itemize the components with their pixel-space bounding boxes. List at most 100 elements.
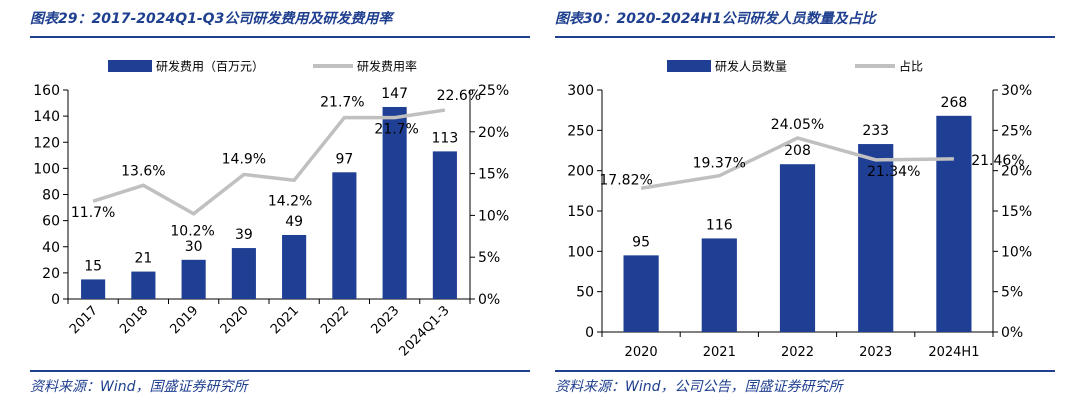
- bar-2023: [858, 144, 894, 332]
- line-value-label: 21.34%: [867, 164, 920, 180]
- x-category-label: 2020: [218, 303, 252, 337]
- right-top-rule: [555, 36, 1055, 38]
- line-value-label: 21.7%: [320, 95, 364, 111]
- line-value-label: 19.37%: [693, 156, 746, 172]
- bar-value-label: 233: [862, 123, 889, 139]
- line-value-label: 22.6%: [437, 88, 481, 104]
- line-value-label: 10.2%: [170, 224, 214, 240]
- y-tick-label-left: 20: [42, 266, 60, 282]
- line-value-label: 21.46%: [971, 153, 1024, 169]
- x-category-label: 2024Q1-3: [396, 303, 452, 359]
- y-tick-label-right: 0%: [1001, 325, 1023, 341]
- bar-2021: [282, 234, 307, 299]
- y-tick-label-left: 140: [33, 109, 60, 125]
- bar-2024H1: [936, 115, 972, 333]
- left-source-note: 资料来源：Wind，国盛证券研究所: [30, 379, 248, 395]
- bar-value-label: 268: [941, 95, 968, 111]
- bar-value-label: 15: [84, 258, 102, 274]
- line-value-label: 11.7%: [71, 205, 115, 221]
- y-tick-label-right: 20%: [1001, 164, 1032, 180]
- y-tick-label-right: 30%: [1001, 83, 1032, 99]
- bar-value-label: 21: [134, 251, 152, 267]
- x-category-label: 2017: [67, 303, 101, 337]
- y-tick-label-left: 0: [585, 325, 594, 341]
- y-tick-label-left: 80: [42, 188, 60, 204]
- y-tick-label-right: 20%: [478, 125, 509, 141]
- right-bottom-rule: [555, 370, 1055, 372]
- line-value-label: 17.82%: [599, 172, 652, 188]
- bar-value-label: 208: [784, 143, 811, 159]
- bar-2019: [181, 259, 206, 299]
- y-tick-label-left: 160: [33, 83, 60, 99]
- bar-2024Q1-3: [432, 151, 457, 299]
- legend-bar-label: 研发人员数量: [715, 59, 787, 74]
- line-value-label: 13.6%: [121, 163, 165, 179]
- y-tick-label-left: 300: [567, 83, 594, 99]
- bar-value-label: 97: [335, 151, 353, 167]
- x-category-label: 2024H1: [928, 345, 979, 360]
- x-category-label: 2020: [625, 345, 658, 360]
- y-tick-label-right: 10%: [478, 208, 509, 224]
- y-tick-label-right: 25%: [478, 83, 509, 99]
- left-chart-panel: 图表29：2017-2024Q1-Q3公司研发费用及研发费用率 研发费用（百万元…: [30, 0, 530, 406]
- y-tick-label-right: 5%: [478, 250, 500, 266]
- y-tick-label-right: 15%: [1001, 204, 1032, 220]
- y-tick-label-left: 200: [567, 164, 594, 180]
- left-bottom-rule: [30, 370, 530, 372]
- y-tick-label-left: 0: [51, 292, 60, 308]
- y-tick-label-right: 10%: [1001, 244, 1032, 260]
- y-tick-label-right: 5%: [1001, 285, 1023, 301]
- legend-bar-swatch: [667, 60, 711, 72]
- left-top-rule: [30, 36, 530, 38]
- bar-2023: [382, 106, 407, 299]
- y-tick-label-left: 150: [567, 204, 594, 220]
- bar-value-label: 30: [185, 239, 203, 255]
- ratio-line: [92, 108, 446, 216]
- y-tick-label-left: 40: [42, 240, 60, 256]
- bar-value-label: 95: [632, 234, 650, 250]
- x-category-label: 2021: [703, 345, 736, 360]
- bar-value-label: 49: [285, 214, 303, 230]
- y-tick-label-left: 100: [33, 161, 60, 177]
- ratio-line: [640, 136, 954, 190]
- x-category-label: 2023: [859, 345, 892, 360]
- bar-2022: [332, 172, 357, 299]
- bar-value-label: 147: [381, 86, 408, 102]
- x-category-label: 2021: [268, 303, 302, 337]
- bar-2017: [81, 279, 106, 299]
- line-value-label: 14.2%: [268, 193, 312, 209]
- x-category-label: 2023: [368, 303, 402, 337]
- y-tick-label-left: 60: [42, 214, 60, 230]
- right-source-note: 资料来源：Wind，公司公告，国盛证券研究所: [555, 379, 843, 395]
- y-tick-label-left: 250: [567, 123, 594, 139]
- x-category-label: 2018: [117, 303, 151, 337]
- right-chart-title: 图表30：2020-2024H1公司研发人员数量及占比: [555, 11, 876, 27]
- bar-value-label: 39: [235, 227, 253, 243]
- legend-line-label: 研发费用率: [357, 59, 417, 74]
- y-tick-label-right: 25%: [1001, 123, 1032, 139]
- line-value-label: 21.7%: [374, 122, 418, 138]
- y-tick-label-left: 120: [33, 135, 60, 151]
- line-value-label: 24.05%: [771, 117, 824, 133]
- y-tick-label-left: 100: [567, 244, 594, 260]
- bar-value-label: 113: [432, 130, 459, 146]
- y-tick-label-left: 50: [576, 285, 594, 301]
- right-chart: 研发人员数量 占比0501001502002503000%5%10%15%20%2…: [567, 59, 1032, 361]
- y-tick-label-right: 0%: [478, 292, 500, 308]
- left-chart: 研发费用（百万元） 研发费用率 0 20 40 60 80 100 120 140 160 0% 5% 1…: [33, 59, 509, 360]
- y-tick-label-right: 15%: [478, 167, 509, 183]
- x-category-label: 2022: [781, 345, 814, 360]
- legend-bar-swatch: [108, 60, 152, 72]
- right-chart-panel: 图表30：2020-2024H1公司研发人员数量及占比 研发人员数量 占比 0 50 1…: [555, 0, 1055, 406]
- legend-bar-label: 研发费用（百万元）: [156, 59, 264, 74]
- legend-line-label: 占比: [899, 59, 923, 74]
- bar-2021: [701, 238, 737, 332]
- x-category-label: 2022: [318, 303, 352, 337]
- bar-2020: [623, 255, 659, 332]
- x-category-label: 2019: [167, 303, 201, 337]
- bar-value-label: 116: [706, 217, 733, 233]
- left-chart-title: 图表29：2017-2024Q1-Q3公司研发费用及研发费用率: [30, 11, 393, 27]
- bar-2018: [131, 271, 156, 299]
- bar-2020: [231, 248, 256, 299]
- line-value-label: 14.9%: [222, 151, 266, 167]
